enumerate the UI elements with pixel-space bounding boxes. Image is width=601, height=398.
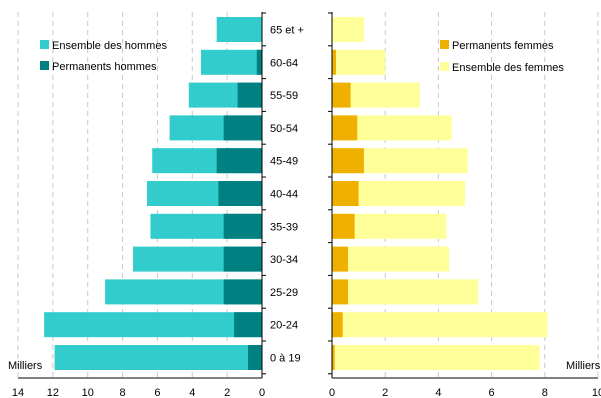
bar-permanents-femmes: [332, 246, 348, 272]
x-tick-label-men: 0: [259, 387, 265, 398]
bar-permanents-femmes: [332, 213, 355, 239]
bar-permanents-hommes: [223, 213, 262, 239]
age-group-label: 50-54: [270, 123, 298, 135]
legend-label-ensemble-hommes: Ensemble des hommes: [52, 40, 167, 52]
bar-permanents-hommes: [256, 49, 262, 75]
bar-ensemble-des-femmes: [332, 246, 450, 272]
bar-ensemble-des-femmes: [332, 49, 386, 75]
bar-permanents-femmes: [332, 115, 358, 141]
bars-women: [332, 17, 548, 370]
bar-ensemble-des-hommes: [44, 312, 263, 338]
x-tick-label-men: 14: [12, 387, 24, 398]
bar-permanents-hommes: [216, 148, 262, 174]
age-group-label: 30-34: [270, 254, 298, 266]
bar-permanents-hommes: [218, 181, 262, 206]
bar-permanents-femmes: [332, 312, 343, 338]
age-group-label: 55-59: [270, 90, 298, 102]
bar-permanents-hommes: [223, 246, 262, 272]
x-tick-label-men: 10: [82, 387, 94, 398]
bar-ensemble-des-hommes: [54, 345, 262, 370]
bar-ensemble-des-femmes: [332, 279, 479, 305]
bar-permanents-femmes: [332, 279, 348, 305]
axes: [18, 12, 598, 379]
legend-swatch-permanents-femmes: [440, 40, 449, 49]
bar-ensemble-des-hommes: [216, 17, 262, 42]
bar-permanents-hommes: [248, 345, 262, 370]
legend-swatch-permanents-hommes: [40, 61, 49, 70]
unit-label-women: Milliers: [566, 360, 601, 372]
bar-ensemble-des-hommes: [201, 49, 262, 75]
bar-permanents-femmes: [332, 49, 336, 75]
age-group-label: 20-24: [270, 320, 298, 332]
legend-label-ensemble-femmes: Ensemble des femmes: [452, 62, 564, 74]
bar-ensemble-des-femmes: [332, 345, 540, 370]
age-group-label: 40-44: [270, 189, 298, 201]
bar-permanents-hommes: [234, 312, 262, 338]
legend-men: Ensemble des hommes Permanents hommes: [40, 40, 167, 73]
age-group-label: 60-64: [270, 57, 298, 69]
age-group-label: 45-49: [270, 156, 298, 168]
age-group-label: 25-29: [270, 287, 298, 299]
x-tick-label-women: 10: [592, 387, 601, 398]
x-tick-label-men: 8: [120, 387, 126, 398]
x-tick-label-men: 6: [154, 387, 160, 398]
age-group-label: 0 à 19: [270, 353, 301, 365]
legend-swatch-ensemble-femmes: [440, 62, 449, 71]
x-tick-label-women: 0: [329, 387, 335, 398]
bar-permanents-femmes: [332, 82, 351, 108]
tick-labels: 14 12 10 8 6 4 2 0 0 2 4 6 8 10: [12, 387, 601, 398]
x-tick-label-women: 2: [382, 387, 388, 398]
bar-ensemble-des-femmes: [332, 17, 364, 42]
legend-label-permanents-hommes: Permanents hommes: [52, 61, 157, 73]
bar-permanents-femmes: [332, 181, 359, 206]
bar-permanents-femmes: [332, 148, 364, 174]
x-tick-label-women: 6: [489, 387, 495, 398]
bar-permanents-hommes: [223, 115, 262, 141]
legend-label-permanents-femmes: Permanents femmes: [452, 40, 554, 52]
bar-permanents-hommes: [237, 82, 262, 108]
legend-swatch-ensemble-hommes: [40, 40, 49, 49]
legend-women: Permanents femmes Ensemble des femmes: [440, 40, 564, 74]
x-tick-label-men: 2: [224, 387, 230, 398]
x-tick-label-women: 8: [542, 387, 548, 398]
x-tick-label-men: 12: [47, 387, 59, 398]
x-tick-label-men: 4: [189, 387, 195, 398]
age-group-label: 65 et +: [270, 25, 304, 37]
unit-label-men: Milliers: [8, 360, 43, 372]
age-group-label: 35-39: [270, 221, 298, 233]
bar-ensemble-des-femmes: [332, 312, 548, 338]
x-tick-label-women: 4: [435, 387, 441, 398]
age-group-labels: 65 et + 60-64 55-59 50-54 45-49 40-44 35-39 30-…: [270, 25, 304, 365]
bar-permanents-hommes: [223, 279, 262, 305]
bars-men: [44, 17, 263, 370]
bar-permanents-femmes: [332, 345, 335, 370]
